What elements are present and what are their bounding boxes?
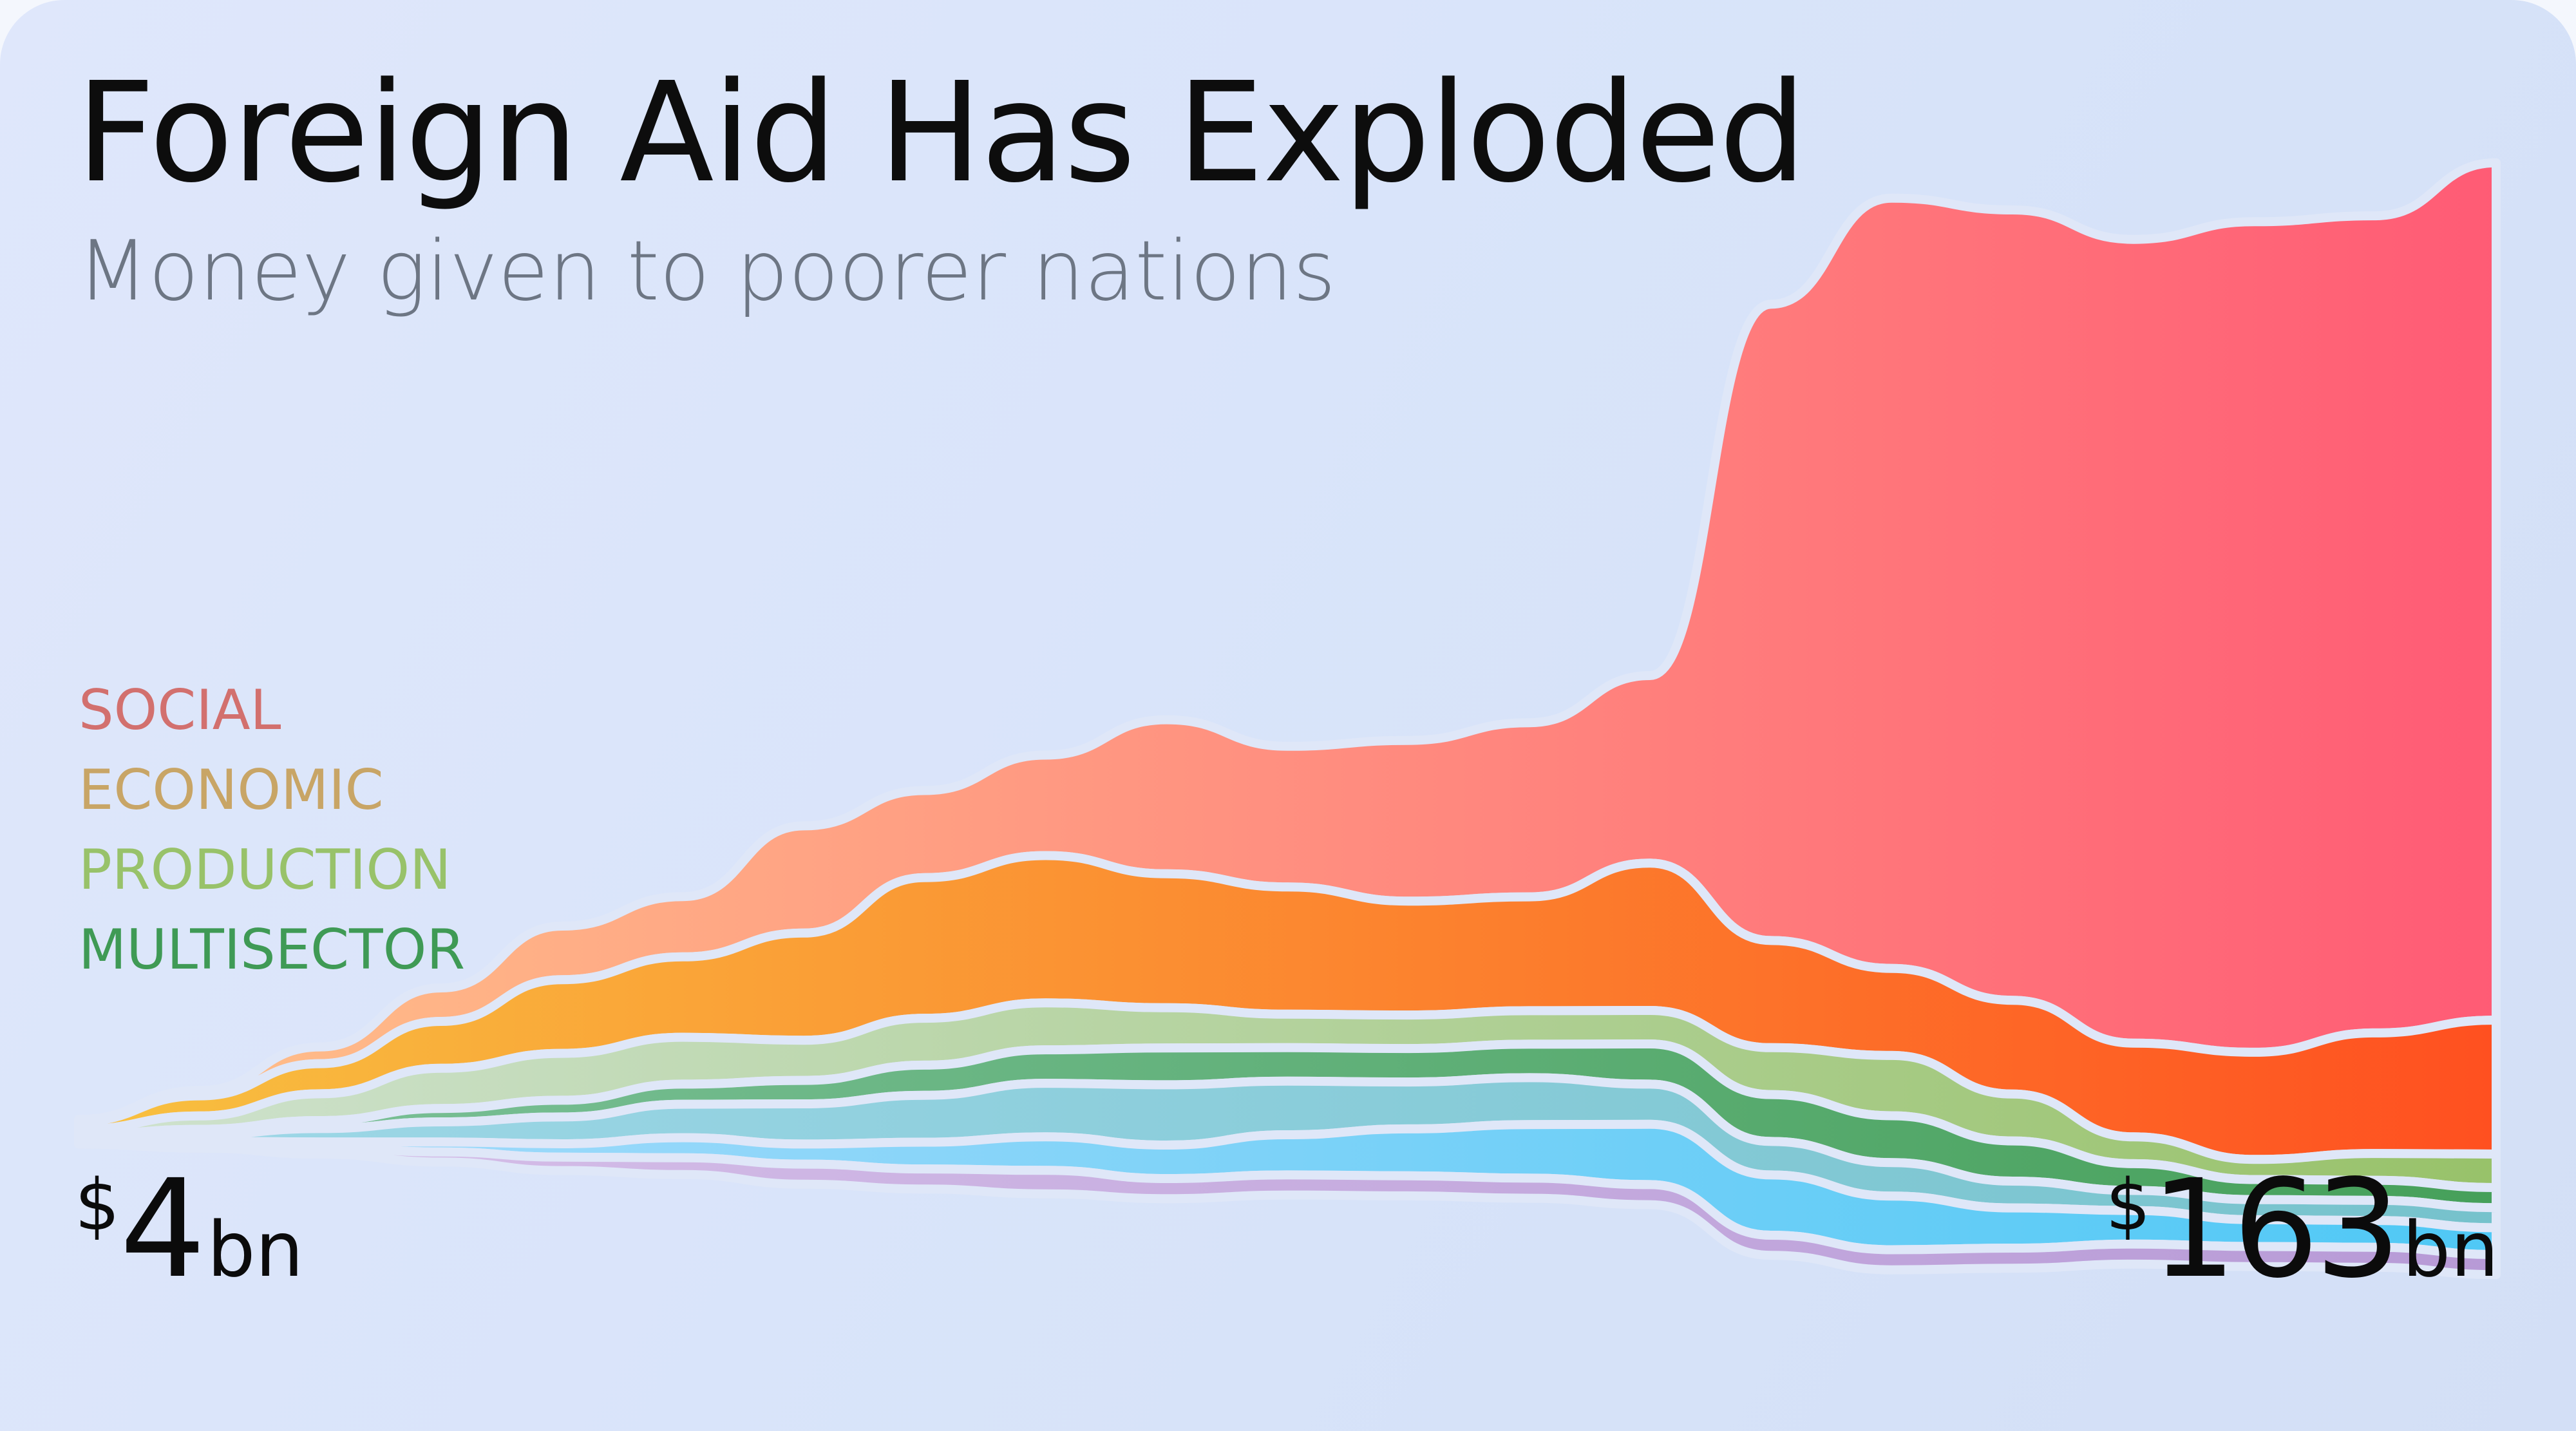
legend-item-social: SOCIAL — [79, 678, 281, 743]
start-number: 4 — [120, 1150, 206, 1308]
start-unit: bn — [207, 1205, 304, 1294]
chart-title: Foreign Aid Has Exploded — [76, 53, 1806, 213]
end-number: 163 — [2150, 1150, 2401, 1308]
legend-item-production: PRODUCTION — [79, 838, 451, 902]
start-currency: $ — [75, 1164, 120, 1246]
legend-item-multisector: MULTISECTOR — [79, 918, 466, 982]
end-unit: bn — [2402, 1205, 2499, 1294]
stream-layer-other-6 — [74, 1137, 2501, 1280]
chart-subtitle: Money given to poorer nations — [77, 223, 1336, 319]
legend-item-economic: ECONOMIC — [79, 758, 384, 822]
end-value-label: $163bn — [2105, 1162, 2499, 1297]
start-value-label: $4bn — [75, 1162, 303, 1297]
legend: SOCIAL ECONOMIC PRODUCTION MULTISECTOR — [79, 683, 465, 1002]
end-currency: $ — [2105, 1164, 2151, 1246]
